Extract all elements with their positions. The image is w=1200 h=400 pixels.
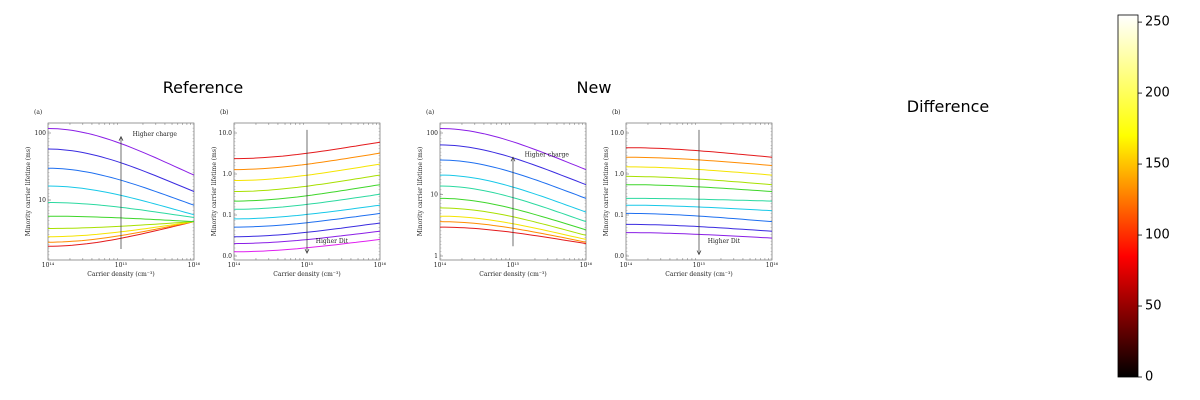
curve — [439, 128, 587, 171]
panel-label: (b) — [220, 109, 229, 116]
arrow-head — [696, 250, 702, 256]
panel-label: (a) — [34, 109, 42, 116]
colorbar — [1117, 14, 1139, 378]
annotation: Higher Dit — [708, 238, 741, 245]
plot-image: 10¹⁴ 10¹⁵ 10¹⁶ 100 10 Higher charge (a) Carrier… — [25, 109, 201, 278]
y-tick-label: 0.0 — [222, 253, 232, 260]
plot-image: 10¹⁴ 10¹⁵ 10¹⁶ 100 10 1 Higher charge (a) Carrie… — [417, 109, 593, 278]
colorbar-tick-label: 250 — [1145, 15, 1170, 30]
annotation: Higher Dit — [316, 238, 349, 245]
x-tick-label: 10¹⁴ — [228, 262, 241, 269]
y-tick-label: 1 — [434, 253, 438, 260]
x-tick-label: 10¹⁶ — [580, 262, 593, 269]
plot-image: 10¹⁴ 10¹⁵ 10¹⁶ 10.0 1.0 0.1 0.0 Higher Dit (b) Ca… — [211, 109, 387, 278]
colorbar-tick-label: 50 — [1145, 299, 1162, 314]
colorbar-tick-label: 0 — [1145, 370, 1153, 385]
x-axis-label: Carrier density (cm⁻³) — [665, 271, 732, 278]
y-tick-label: 0.1 — [222, 212, 232, 219]
panel-label: (a) — [426, 109, 434, 116]
colorbar-tick-label: 100 — [1145, 228, 1170, 243]
x-tick-label: 10¹⁴ — [42, 262, 55, 269]
annotation: Higher charge — [525, 152, 570, 159]
y-tick-label: 100 — [35, 130, 47, 137]
panel-label: (b) — [612, 109, 621, 116]
panel-title: New — [577, 78, 612, 97]
y-tick-label: 10.0 — [219, 130, 233, 137]
y-axis-label: Minority carrier lifetime (ms) — [603, 147, 610, 237]
x-axis-label: Carrier density (cm⁻³) — [273, 271, 340, 278]
y-axis-label: Minority carrier lifetime (ms) — [417, 147, 424, 237]
y-tick-label: 1.0 — [222, 171, 232, 178]
x-tick-label: 10¹⁶ — [188, 262, 201, 269]
x-tick-label: 10¹⁵ — [693, 262, 706, 269]
x-tick-label: 10¹⁵ — [115, 262, 128, 269]
y-tick-label: 1.0 — [614, 171, 624, 178]
colorbar-tick-label: 150 — [1145, 157, 1170, 172]
x-tick-label: 10¹⁶ — [766, 262, 779, 269]
arrow-head — [118, 135, 124, 141]
x-tick-label: 10¹⁵ — [301, 262, 314, 269]
x-axis-label: Carrier density (cm⁻³) — [479, 271, 546, 278]
y-tick-label: 100 — [427, 130, 439, 137]
x-tick-label: 10¹⁵ — [507, 262, 520, 269]
plot-image: 10¹⁴ 10¹⁵ 10¹⁶ 10.0 1.0 0.1 0.0 Higher Dit (b) Ca… — [603, 109, 779, 278]
arrow-head — [510, 156, 516, 162]
x-axis-label: Carrier density (cm⁻³) — [87, 271, 154, 278]
y-tick-label: 10.0 — [611, 130, 625, 137]
y-tick-label: 10 — [38, 197, 46, 204]
x-tick-label: 10¹⁶ — [374, 262, 387, 269]
y-tick-label: 0.1 — [614, 212, 624, 219]
colorbar-tick-label: 200 — [1145, 86, 1170, 101]
panel-title: Reference — [163, 78, 244, 97]
y-axis-label: Minority carrier lifetime (ms) — [25, 147, 32, 237]
y-tick-label: 10 — [430, 192, 438, 199]
y-tick-label: 0.0 — [614, 253, 624, 260]
annotation: Higher charge — [133, 131, 178, 138]
y-axis-label: Minority carrier lifetime (ms) — [211, 147, 218, 237]
arrow-head — [304, 248, 310, 254]
panel-title: Difference — [907, 97, 989, 116]
x-tick-label: 10¹⁴ — [620, 262, 633, 269]
x-tick-label: 10¹⁴ — [434, 262, 447, 269]
